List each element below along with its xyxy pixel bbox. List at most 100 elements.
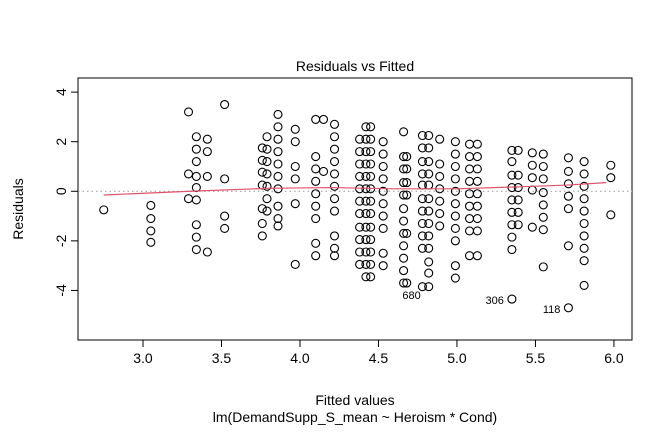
data-point: [311, 152, 321, 162]
data-point: [579, 256, 589, 266]
data-point: [563, 204, 573, 214]
data-point: [311, 238, 321, 248]
data-point: [606, 160, 616, 170]
data-point: [361, 272, 371, 282]
data-point: [273, 159, 283, 169]
data-point: [355, 209, 365, 219]
data-point: [311, 201, 321, 211]
data-point: [273, 201, 283, 211]
data-point: [262, 181, 272, 191]
data-point: [507, 156, 517, 167]
data-point: [355, 247, 365, 257]
data-point: [538, 200, 548, 210]
data-point: [311, 164, 321, 174]
data-point: [417, 130, 427, 141]
data-point: [563, 153, 573, 163]
data-point: [361, 196, 371, 206]
y-axis-label: Residuals: [10, 178, 26, 239]
data-point: [450, 186, 460, 196]
data-point: [262, 132, 272, 142]
data-point: [513, 170, 523, 180]
data-point: [257, 143, 267, 153]
data-point: [361, 147, 371, 157]
data-point: [513, 145, 523, 155]
data-point: [378, 149, 388, 159]
data-point: [361, 209, 371, 219]
data-point: [579, 218, 589, 229]
data-point: [311, 251, 321, 261]
data-point: [318, 114, 329, 124]
data-point: [435, 221, 445, 231]
data-point: [355, 159, 365, 169]
data-point: [329, 119, 340, 129]
data-point: [563, 241, 573, 251]
data-point: [146, 237, 156, 247]
data-point: [355, 184, 365, 194]
data-point: [329, 156, 340, 167]
data-point: [257, 204, 267, 214]
data-point: [424, 243, 434, 253]
data-point: [563, 303, 573, 313]
data-point: [507, 145, 517, 155]
data-point: [378, 161, 388, 172]
data-point: [507, 220, 517, 230]
data-point: [378, 248, 388, 258]
data-point: [450, 199, 460, 209]
data-point: [366, 122, 376, 132]
data-point: [472, 226, 482, 236]
data-point: [262, 144, 272, 154]
data-point: [579, 181, 589, 191]
data-point: [424, 282, 434, 292]
data-point: [202, 134, 212, 144]
data-point: [361, 171, 371, 181]
data-point: [366, 134, 376, 144]
data-point: [579, 156, 589, 167]
data-point: [538, 161, 548, 172]
data-point: [146, 200, 156, 210]
data-point: [366, 259, 376, 269]
data-point: [366, 196, 376, 206]
data-point: [527, 173, 537, 183]
data-point: [378, 186, 388, 196]
data-point: [472, 139, 482, 149]
data-point: [311, 176, 321, 186]
data-point: [378, 174, 388, 184]
data-point: [435, 209, 445, 219]
data-point: [220, 174, 230, 184]
data-point: [472, 251, 482, 261]
data-point: [366, 235, 376, 245]
data-point: [450, 261, 460, 271]
y-tick-label: 4: [53, 88, 69, 96]
data-point: [290, 124, 300, 134]
data-point: [355, 222, 365, 232]
data-point: [202, 147, 212, 157]
data-point: [220, 223, 230, 234]
data-point: [472, 152, 482, 162]
data-point: [435, 171, 445, 181]
smooth-line: [103, 182, 607, 196]
data-point: [563, 166, 573, 176]
chart-title: Residuals vs Fitted: [296, 58, 414, 74]
data-point: [329, 181, 340, 191]
data-point: [563, 191, 573, 201]
data-point: [329, 144, 340, 154]
y-tick-label: 0: [53, 187, 69, 195]
data-point: [355, 147, 365, 157]
data-point: [606, 173, 616, 183]
data-point: [424, 156, 434, 167]
data-point: [399, 266, 409, 276]
data-point: [527, 160, 537, 170]
data-point: [191, 171, 201, 181]
data-point: [290, 174, 300, 184]
data-point: [464, 251, 475, 261]
data-point: [220, 99, 230, 110]
data-point: [329, 231, 340, 241]
data-point: [262, 169, 272, 179]
data-point: [399, 152, 409, 162]
data-point: [402, 228, 412, 238]
data-point: [464, 226, 475, 236]
x-tick-label: 3.5: [212, 350, 232, 366]
data-point: [513, 195, 523, 205]
data-point: [472, 164, 482, 174]
data-point: [257, 167, 267, 177]
